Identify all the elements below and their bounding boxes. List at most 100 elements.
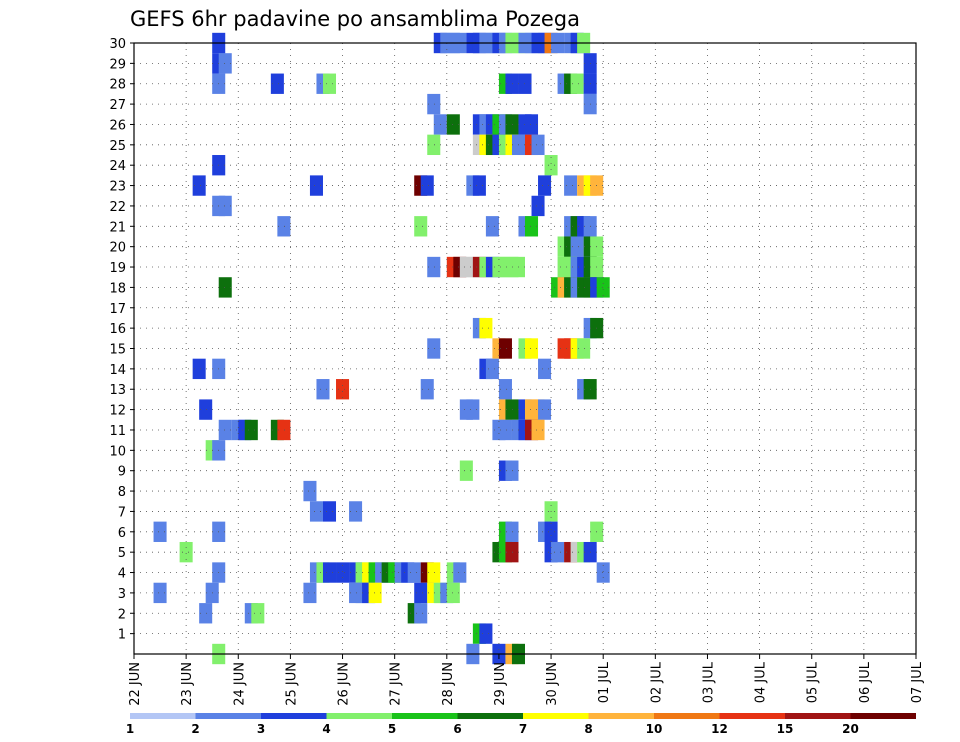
x-tick-label: 22 JUN — [128, 662, 143, 706]
y-tick-label: 11 — [109, 424, 126, 439]
y-tick-label: 22 — [109, 200, 126, 215]
heatmap-cell — [479, 317, 493, 339]
heatmap-cell — [459, 460, 473, 481]
heatmap-cell — [570, 236, 584, 257]
heatmap-cell — [544, 521, 558, 542]
heatmap-cell — [277, 216, 291, 237]
heatmap-cell — [570, 73, 584, 94]
heatmap-cell — [453, 562, 467, 583]
y-tick-label: 15 — [109, 343, 126, 358]
y-tick-label: 26 — [109, 118, 126, 133]
heatmap-cell — [525, 338, 539, 359]
heatmap-cell — [322, 501, 337, 522]
heatmap-cell — [303, 480, 317, 502]
heatmap-cell — [349, 501, 363, 522]
y-tick-label: 28 — [109, 78, 126, 93]
x-tick-label: 06 JUL — [858, 661, 873, 703]
y-tick-label: 20 — [109, 241, 126, 256]
heatmap-cell — [309, 175, 323, 196]
colorbar-label: 5 — [388, 722, 396, 736]
heatmap-cell — [505, 541, 519, 563]
colorbar-label: 2 — [191, 722, 199, 736]
y-tick-label: 19 — [109, 261, 126, 276]
heatmap-cell — [485, 358, 499, 380]
heatmap-cell — [525, 114, 539, 135]
heatmap-cell — [498, 338, 512, 359]
heatmap-cell — [505, 521, 519, 542]
colorbar-label: 4 — [322, 722, 330, 736]
x-tick-label: 24 JUN — [232, 662, 247, 706]
heatmap-cell — [414, 582, 428, 604]
x-tick-label: 05 JUL — [806, 661, 821, 703]
heatmap-cell — [498, 419, 512, 441]
heatmap-cell — [199, 399, 213, 420]
heatmap-cell — [427, 134, 441, 156]
heatmap-cell — [577, 338, 591, 359]
colorbar-segment — [261, 713, 327, 719]
heatmap-cell — [505, 114, 519, 135]
heatmap-cell — [525, 216, 539, 237]
colorbar-segment — [850, 713, 916, 719]
y-tick-label: 17 — [109, 302, 126, 317]
y-tick-label: 5 — [118, 546, 126, 561]
heatmap-cell — [179, 541, 193, 563]
heatmap-cell — [427, 93, 441, 115]
x-tick-label: 25 JUN — [284, 662, 299, 706]
colorbar-label: 1 — [126, 722, 134, 736]
y-tick-label: 29 — [109, 57, 126, 72]
y-tick-label: 9 — [118, 465, 126, 480]
heatmap-cell — [303, 582, 317, 604]
x-tick-label: 01 JUL — [597, 661, 612, 703]
y-tick-label: 23 — [109, 180, 126, 195]
y-tick-label: 24 — [109, 159, 126, 174]
y-tick-label: 8 — [118, 485, 126, 500]
heatmap-cell — [309, 501, 323, 522]
colorbar-segment — [719, 713, 785, 719]
heatmap-cell — [485, 216, 499, 237]
x-tick-label: 27 JUN — [389, 662, 404, 706]
colorbar-segment — [195, 713, 261, 719]
colorbar-label: 10 — [646, 722, 663, 736]
y-axis: 1234567891011121314151617181920212223242… — [109, 37, 134, 643]
heatmap-cell — [505, 399, 519, 420]
heatmap-cell — [446, 582, 460, 604]
colorbar-segment — [326, 713, 392, 719]
y-tick-label: 27 — [109, 98, 126, 113]
heatmap-cell — [153, 521, 167, 542]
y-tick-label: 13 — [109, 383, 126, 398]
heatmap-cell — [322, 73, 337, 94]
heatmap-cell — [498, 379, 512, 400]
heatmap-cell — [531, 195, 545, 217]
x-tick-label: 30 JUN — [545, 662, 560, 706]
heatmap-cell — [414, 216, 428, 237]
heatmap-cell — [538, 399, 552, 420]
colorbar-segment — [654, 713, 720, 719]
heatmap-cell — [420, 175, 434, 196]
heatmap-cell — [538, 358, 552, 380]
y-tick-label: 18 — [109, 281, 126, 296]
colorbar-segment — [523, 713, 589, 719]
heatmap-cell — [531, 419, 545, 441]
colorbar-label: 8 — [584, 722, 592, 736]
heatmap-cell — [277, 419, 291, 441]
chart-title: GEFS 6hr padavine po ansamblima Pozega — [130, 7, 580, 31]
heatmap-cell — [368, 582, 382, 604]
heatmap-cell — [420, 379, 434, 400]
heatmap-cell — [270, 73, 284, 94]
heatmap-cell — [251, 603, 265, 624]
heatmap-cell — [538, 175, 552, 196]
x-tick-label: 28 JUN — [441, 662, 456, 706]
heatmap-cell — [218, 277, 232, 298]
heatmap-cell — [544, 155, 558, 176]
colorbar-segment — [457, 713, 523, 719]
y-tick-label: 12 — [109, 404, 126, 419]
heatmap-cell — [322, 562, 337, 583]
colorbar: 1 2 3 4 5 6 7 8 10 12 15 20 — [126, 713, 916, 736]
heatmap-cell — [427, 256, 441, 278]
heatmap-cell — [505, 73, 519, 94]
heatmap-cell — [551, 541, 565, 563]
heatmap-cell — [427, 338, 441, 359]
colorbar-label: 6 — [453, 722, 461, 736]
cells-layer — [153, 32, 610, 665]
